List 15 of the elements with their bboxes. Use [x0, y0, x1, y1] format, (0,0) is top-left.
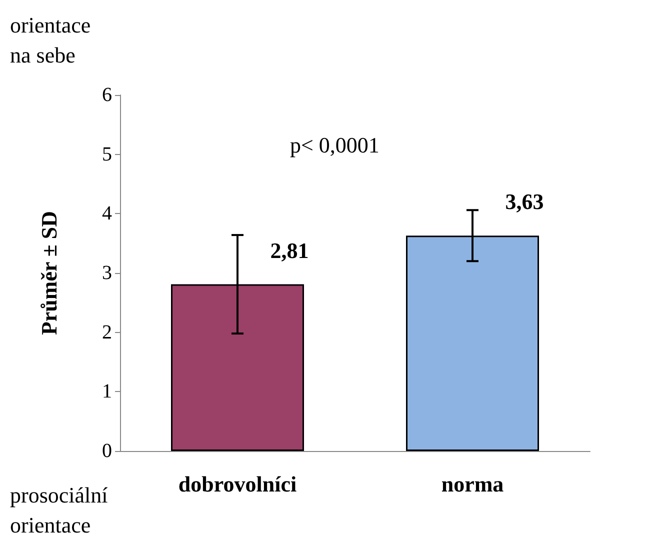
- y-tick-label: 2: [102, 321, 112, 344]
- y-tick-label: 4: [102, 202, 112, 225]
- y-tick-label: 3: [102, 262, 112, 284]
- y-axis-title: Průměr ± SD: [36, 210, 62, 336]
- text: prosociální orientace: [10, 482, 108, 538]
- text: orientace na sebe: [10, 12, 91, 68]
- x-tick-label: dobrovolníci: [178, 472, 297, 496]
- data-label: 2,81: [270, 238, 309, 263]
- y-tick-label: 1: [102, 380, 112, 403]
- y-tick-label: 6: [102, 84, 112, 106]
- y-tick-label: 0: [102, 440, 112, 462]
- x-tick-label: norma: [441, 472, 504, 496]
- data-label: 3,63: [505, 189, 544, 214]
- y-tick-label: 5: [102, 143, 112, 166]
- annotation: p< 0,0001: [290, 132, 380, 158]
